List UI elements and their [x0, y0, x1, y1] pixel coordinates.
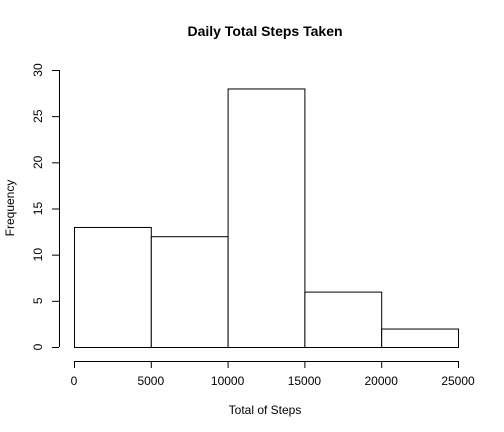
y-axis-label: Frequency	[3, 180, 17, 237]
chart-title: Daily Total Steps Taken	[187, 23, 342, 39]
x-tick-label-4: 20000	[365, 374, 399, 388]
x-tick-label-5: 25000	[441, 374, 475, 388]
histogram-bar-0	[74, 226, 152, 348]
histogram-bar-1	[150, 236, 229, 348]
x-tick-label-0: 0	[71, 374, 78, 388]
y-tick-label-0: 0	[31, 343, 45, 350]
y-tick-label-4: 20	[31, 155, 45, 169]
y-tick-label-3: 15	[31, 202, 45, 216]
histogram-bar-2	[227, 88, 306, 348]
x-axis-label: Total of Steps	[229, 403, 302, 417]
x-axis: 0 5000 10000 15000 20000 25000	[71, 361, 475, 388]
y-tick-label-1: 5	[31, 297, 45, 304]
histogram-bar-4	[381, 328, 460, 348]
x-tick-label-2: 10000	[211, 374, 245, 388]
y-axis: 0 5 10 15 20 25 30	[31, 63, 60, 350]
y-tick-label-6: 30	[31, 63, 45, 77]
histogram-bars	[74, 88, 460, 349]
histogram-bar-3	[304, 291, 383, 349]
x-tick-label-1: 5000	[137, 374, 164, 388]
x-tick-label-3: 15000	[288, 374, 322, 388]
y-tick-label-5: 25	[31, 109, 45, 123]
y-tick-label-2: 10	[31, 248, 45, 262]
